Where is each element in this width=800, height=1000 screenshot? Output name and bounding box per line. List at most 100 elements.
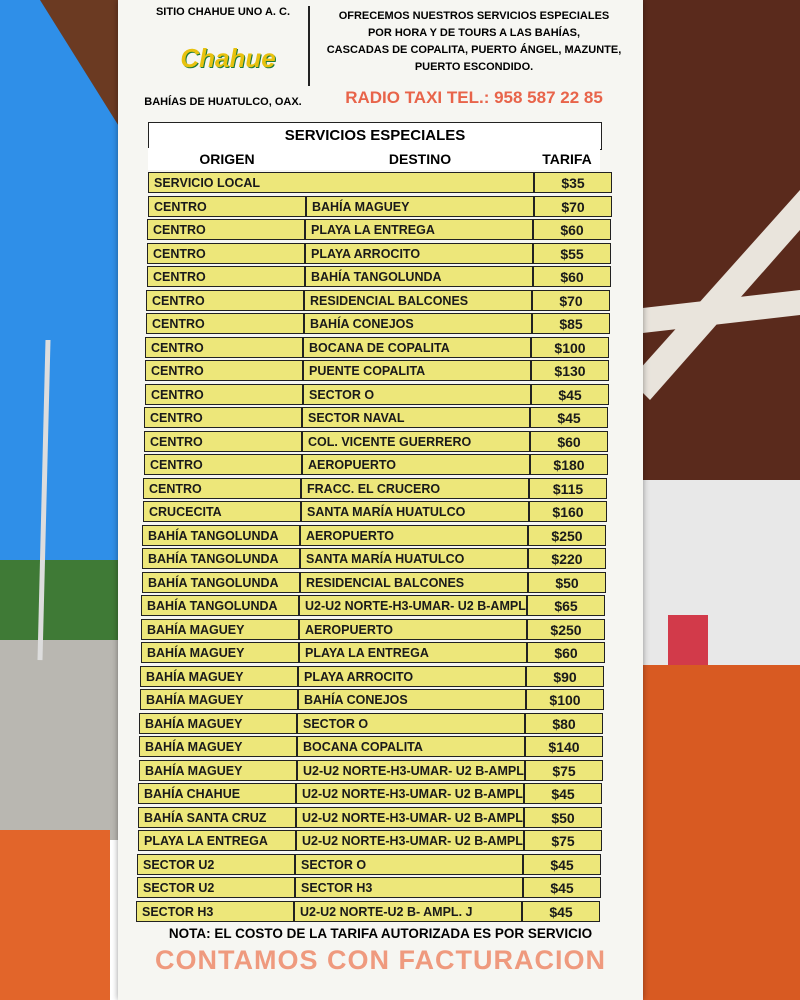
origin-cell: BAHÍA TANGOLUNDA	[142, 524, 300, 546]
destination-cell: U2-U2 NORTE-H3-UMAR- U2 B-AMPL. J	[296, 783, 524, 804]
origin-cell: CENTRO	[146, 313, 304, 334]
column-header: TARIFA	[534, 148, 600, 170]
destination-cell: AEROPUERTO	[302, 454, 530, 475]
fare-cell: $180	[530, 454, 608, 475]
destination-cell: COL. VICENTE GUERRERO	[302, 430, 530, 452]
fare-cell: $65	[527, 595, 605, 616]
fare-cell: $130	[531, 360, 609, 381]
destination-cell: PLAYA LA ENTREGA	[299, 642, 527, 663]
origin-cell: CRUCECITA	[143, 501, 301, 522]
destination-cell: U2-U2 NORTE-H3-UMAR- U2 B-AMPL. J	[296, 830, 524, 851]
destination-cell: U2-U2 NORTE-U2 B- AMPL. J	[294, 900, 522, 922]
fare-cell: $60	[533, 219, 611, 240]
origin-cell: BAHÍA TANGOLUNDA	[141, 595, 299, 616]
note: NOTA: EL COSTO DE LA TARIFA AUTORIZADA E…	[168, 926, 593, 941]
table-title: SERVICIOS ESPECIALES	[148, 122, 602, 150]
logo: Chahue	[180, 43, 276, 73]
fare-cell: $45	[522, 900, 600, 922]
fare-cell: $160	[529, 501, 607, 522]
destination-cell: SECTOR NAVAL	[302, 407, 530, 428]
fare-cell: $75	[525, 759, 603, 781]
destination-cell: AEROPUERTO	[300, 524, 528, 546]
origin-cell: SECTOR U2	[137, 877, 295, 898]
destination-cell: PUENTE COPALITA	[303, 360, 531, 381]
destination-cell: AEROPUERTO	[299, 618, 527, 640]
destination-cell: BAHÍA MAGUEY	[306, 195, 534, 217]
origin-cell: CENTRO	[145, 383, 303, 405]
fare-cell: $45	[524, 783, 602, 804]
fare-cell: $45	[530, 407, 608, 428]
fare-cell: $220	[528, 548, 606, 569]
services-line: POR HORA Y DE TOURS A LAS BAHÍAS,	[367, 27, 581, 39]
origin-cell: CENTRO	[144, 407, 302, 428]
destination-cell: SECTOR O	[303, 383, 531, 405]
destination-cell: BAHÍA TANGOLUNDA	[305, 266, 533, 287]
origin-cell: SECTOR H3	[136, 900, 294, 922]
origin-cell: CENTRO	[148, 195, 306, 217]
origin-cell: BAHÍA MAGUEY	[139, 759, 297, 781]
phone: RADIO TAXI TEL.: 958 587 22 85	[345, 88, 603, 107]
fare-cell: $70	[532, 289, 610, 311]
destination-cell: RESIDENCIAL BALCONES	[300, 571, 528, 593]
fare-cell: $70	[534, 195, 612, 217]
destination-cell: U2-U2 NORTE-H3-UMAR- U2 B-AMPL. J	[296, 806, 524, 828]
origin-cell: BAHÍA MAGUEY	[141, 642, 299, 663]
sign: SITIO CHAHUE UNO A. C. Chahue BAHÍAS DE …	[118, 0, 643, 1000]
origin-cell: BAHÍA TANGOLUNDA	[142, 548, 300, 569]
origin-cell: BAHÍA SANTA CRUZ	[138, 806, 296, 828]
location: BAHÍAS DE HUATULCO, OAX.	[144, 96, 302, 108]
destination-cell: SANTA MARÍA HUATULCO	[301, 501, 529, 522]
origin-cell: CENTRO	[146, 289, 304, 311]
origin-cell: CENTRO	[147, 219, 305, 240]
destination-cell: RESIDENCIAL BALCONES	[304, 289, 532, 311]
fare-cell: $140	[525, 736, 603, 757]
fare-cell: $50	[528, 571, 606, 593]
fare-cell: $45	[531, 383, 609, 405]
destination-cell: BOCANA DE COPALITA	[303, 336, 531, 358]
fare-cell: $60	[530, 430, 608, 452]
fare-cell: $60	[527, 642, 605, 663]
origin-cell: CENTRO	[145, 360, 303, 381]
fare-cell: $50	[524, 806, 602, 828]
origin-cell: CENTRO	[147, 242, 305, 264]
divider	[308, 6, 310, 86]
destination-cell: U2-U2 NORTE-H3-UMAR- U2 B-AMPL. J	[299, 595, 527, 616]
origin-cell: CENTRO	[144, 430, 302, 452]
fare-cell: $45	[523, 877, 601, 898]
destination-cell: BAHÍA CONEJOS	[304, 313, 532, 334]
fare-cell: $115	[529, 477, 607, 499]
destination-cell: PLAYA ARROCITO	[305, 242, 533, 264]
services: OFRECEMOS NUESTROS SERVICIOS ESPECIALES P…	[314, 8, 634, 76]
destination-cell: BAHÍA CONEJOS	[298, 689, 526, 710]
destination-cell: FRACC. EL CRUCERO	[301, 477, 529, 499]
destination-cell: SECTOR H3	[295, 877, 523, 898]
org-name: SITIO CHAHUE UNO A. C.	[155, 6, 291, 18]
destination-cell: SECTOR O	[297, 712, 525, 734]
fare-cell: $35	[534, 172, 612, 193]
fare-cell: $100	[531, 336, 609, 358]
fare-cell: $250	[528, 524, 606, 546]
origin-cell: SECTOR U2	[137, 853, 295, 875]
fare-cell: $55	[533, 242, 611, 264]
fare-cell: $60	[533, 266, 611, 287]
fare-cell: $75	[524, 830, 602, 851]
column-header: DESTINO	[306, 148, 534, 170]
fare-cell: $80	[525, 712, 603, 734]
destination-cell: U2-U2 NORTE-H3-UMAR- U2 B-AMPL. J	[297, 759, 525, 781]
destination-cell: SANTA MARÍA HUATULCO	[300, 548, 528, 569]
column-header: ORIGEN	[148, 148, 306, 170]
destination-cell: SECTOR O	[295, 853, 523, 875]
services-line: PUERTO ESCONDIDO.	[414, 61, 534, 73]
destination-cell: BOCANA COPALITA	[297, 736, 525, 757]
origin-cell: CENTRO	[143, 477, 301, 499]
destination-cell: PLAYA LA ENTREGA	[305, 219, 533, 240]
origin-cell: BAHÍA MAGUEY	[140, 689, 298, 710]
destination-cell: PLAYA ARROCITO	[298, 665, 526, 687]
fare-cell: $90	[526, 665, 604, 687]
origin-cell: CENTRO	[144, 454, 302, 475]
origin-cell: BAHÍA MAGUEY	[141, 618, 299, 640]
origin-cell: SERVICIO LOCAL	[148, 172, 534, 193]
fare-cell: $100	[526, 689, 604, 710]
